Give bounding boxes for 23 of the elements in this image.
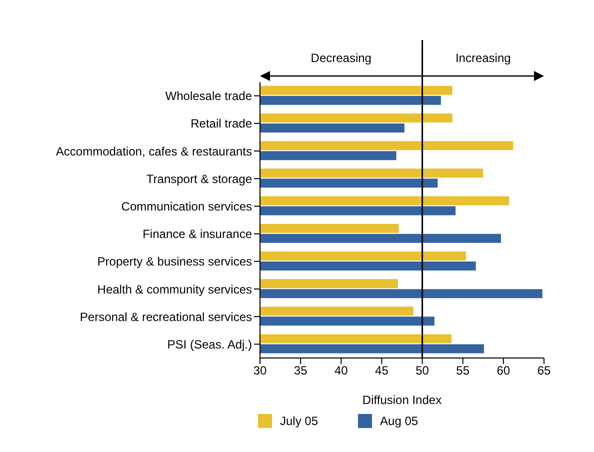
y-tick-label: PSI (Seas. Adj.): [167, 337, 252, 352]
x-tick-label: 65: [537, 364, 551, 378]
text: Decreasing: [310, 51, 372, 65]
y-tick-label: Accommodation, cafes & restaurants: [56, 144, 252, 158]
x-tick-label: 35: [294, 364, 308, 378]
x-tick-label: 30: [253, 364, 267, 378]
y-tick-label: Health & community services: [97, 282, 252, 296]
y-tick-label: Retail trade: [190, 116, 252, 131]
y-tick-label: Property & business services: [97, 254, 252, 269]
y-tick-label: Personal & recreational services: [80, 310, 252, 324]
y-tick-label: Transport & storage: [146, 172, 252, 186]
x-tick-label: 40: [334, 364, 348, 378]
y-tick-label: Communication services: [121, 199, 252, 214]
legend-label: July 05: [280, 414, 318, 428]
x-axis-title: Diffusion Index: [362, 393, 442, 407]
x-tick-label: 50: [416, 364, 430, 378]
x-tick-label: 55: [456, 364, 470, 378]
text: Increasing: [455, 51, 511, 65]
x-tick-label: 45: [375, 364, 389, 378]
y-tick-label: Finance & insurance: [142, 227, 252, 242]
y-tick-label: Wholesale trade: [165, 89, 252, 104]
legend-label: Aug 05: [380, 414, 418, 428]
x-tick-label: 60: [496, 364, 510, 378]
